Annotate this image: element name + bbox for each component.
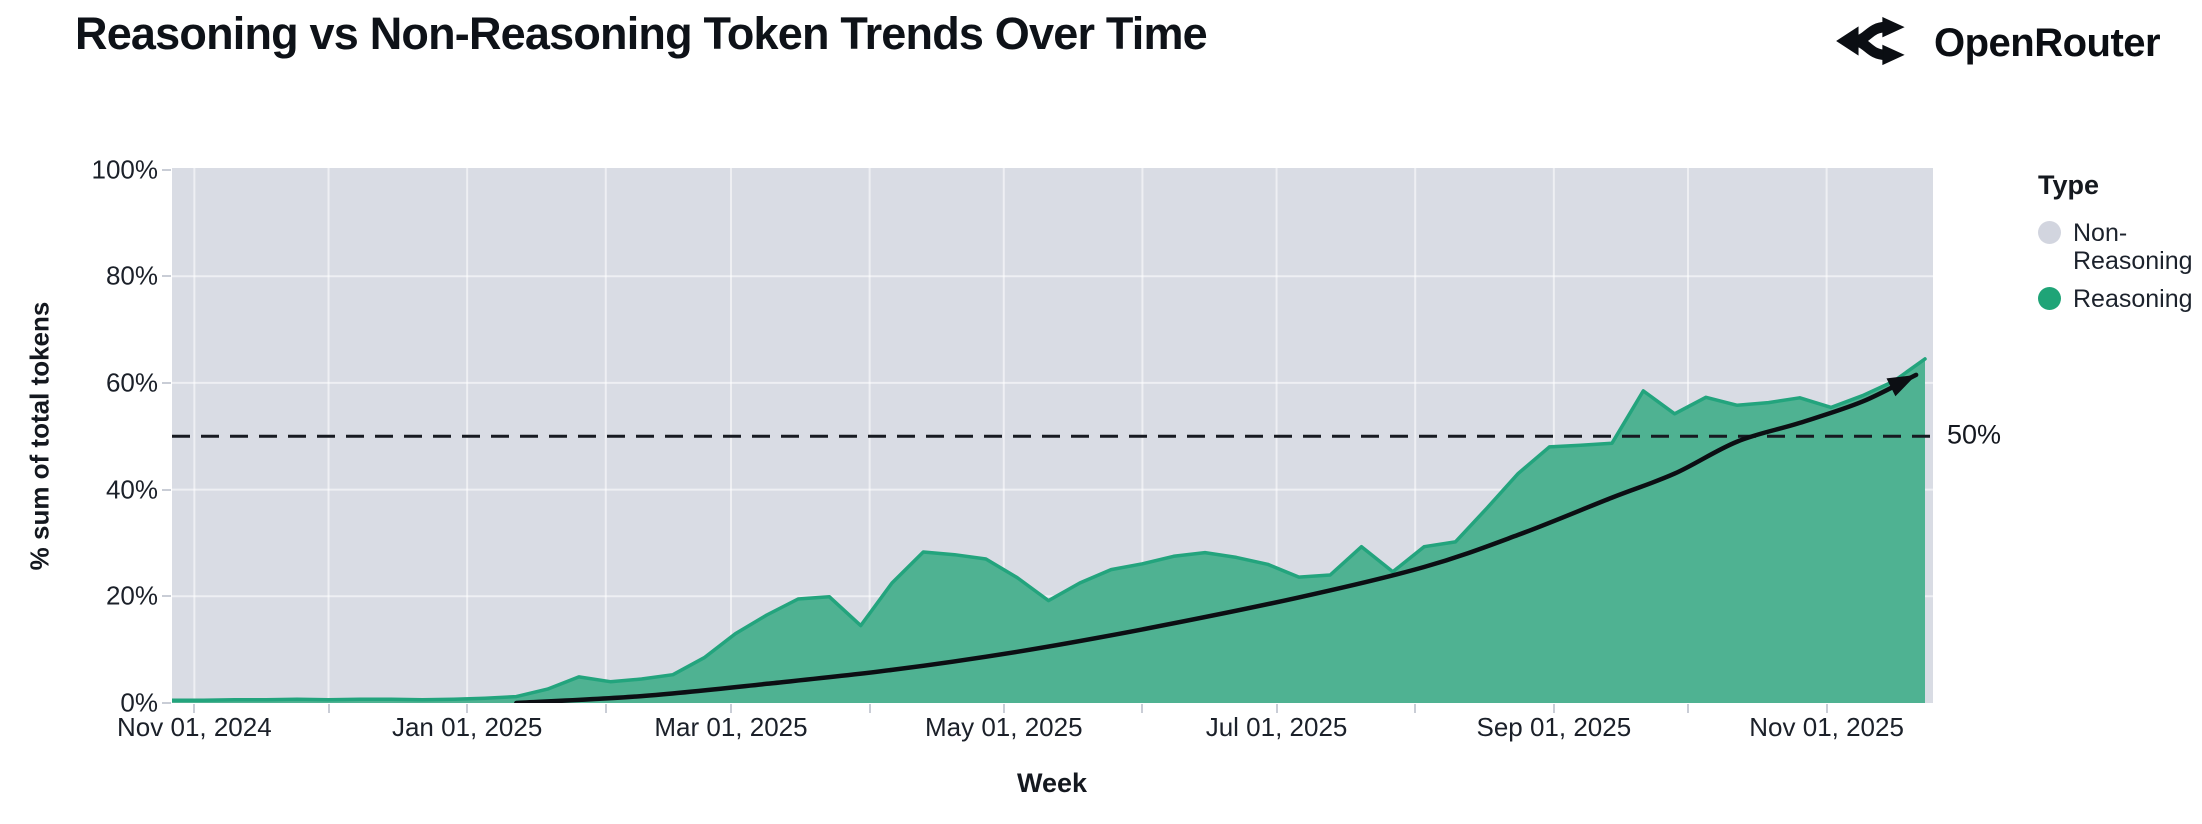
x-tick-mark — [1686, 704, 1689, 713]
y-tick-mark — [162, 488, 171, 491]
x-tick-label: Mar 01, 2025 — [654, 712, 808, 742]
fifty-percent-label: 50% — [1947, 419, 2002, 450]
y-tick-mark — [162, 381, 171, 384]
non-reasoning-swatch-icon — [2038, 221, 2061, 244]
trend-arrowhead-icon — [1886, 374, 1917, 397]
x-tick-mark — [604, 704, 607, 713]
x-tick-label: Nov 01, 2025 — [1749, 712, 1904, 742]
y-tick-label: 100% — [91, 154, 159, 184]
legend-item-label: Non-Reasoning — [2073, 219, 2193, 275]
openrouter-logo-icon — [1836, 10, 1914, 77]
legend-title: Type — [2038, 170, 2100, 200]
brand-lockup: OpenRouter — [1836, 10, 2161, 77]
x-tick-mark — [1414, 704, 1417, 713]
y-tick-label: 40% — [105, 474, 158, 505]
y-tick-label: 20% — [105, 580, 158, 611]
x-tick-mark — [1825, 704, 1828, 713]
x-tick-mark — [193, 704, 196, 713]
y-tick-mark — [162, 168, 171, 171]
x-axis-title: Week — [1016, 768, 1088, 798]
x-tick-label: May 01, 2025 — [924, 712, 1083, 742]
y-axis-title: % sum of total tokens — [24, 301, 55, 571]
x-tick-mark — [327, 704, 330, 713]
reasoning-swatch-icon — [2038, 287, 2061, 310]
x-tick-mark — [729, 704, 732, 713]
x-tick-mark — [1552, 704, 1555, 713]
legend: Type Non-Reasoning Reasoning — [2038, 170, 2193, 323]
trend-line — [514, 372, 1919, 703]
y-tick-mark — [162, 702, 171, 704]
x-tick-mark — [868, 704, 871, 713]
x-tick-label: Sep 01, 2025 — [1476, 712, 1632, 742]
x-tick-label: Jul 01, 2025 — [1205, 712, 1348, 742]
y-tick-label: 0% — [120, 687, 158, 718]
legend-item-non-reasoning: Non-Reasoning — [2038, 219, 2193, 275]
y-tick-mark — [162, 595, 171, 598]
x-tick-mark — [466, 704, 469, 713]
reasoning-area-edge — [172, 357, 1927, 703]
x-tick-label: Jan 01, 2025 — [391, 712, 543, 742]
x-tick-label: Nov 01, 2024 — [117, 712, 272, 742]
plot-area — [172, 168, 1933, 703]
y-tick-label: 80% — [105, 260, 158, 291]
legend-item-label: Reasoning — [2073, 285, 2193, 313]
x-tick-mark — [1141, 704, 1144, 713]
y-tick-label: 60% — [105, 367, 158, 398]
x-tick-mark — [1275, 704, 1278, 713]
brand-name: OpenRouter — [1934, 21, 2161, 65]
y-tick-mark — [162, 275, 171, 278]
legend-item-reasoning: Reasoning — [2038, 285, 2193, 313]
page-title: Reasoning vs Non-Reasoning Token Trends … — [75, 8, 1208, 59]
reasoning-area — [172, 358, 1925, 703]
x-tick-mark — [1002, 704, 1005, 713]
